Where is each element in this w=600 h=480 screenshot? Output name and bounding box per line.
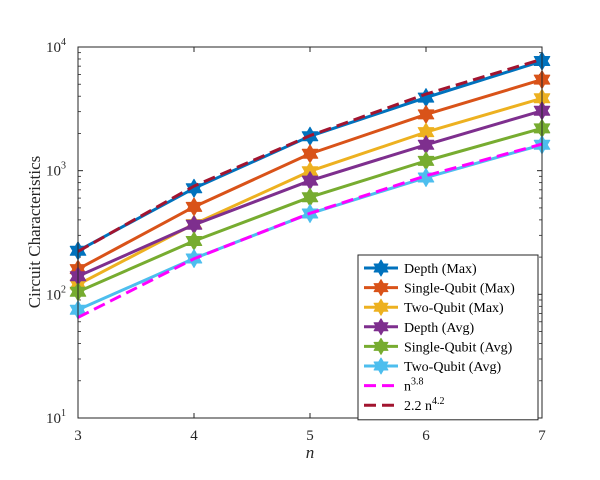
x-axis-label: n (306, 443, 315, 462)
legend-marker (373, 357, 389, 375)
legend-item: Depth (Avg) (364, 318, 474, 336)
series-layer (69, 51, 551, 320)
data-point (417, 168, 435, 188)
legend-label: n3.8 (404, 377, 424, 395)
legend-marker (373, 298, 389, 316)
legend-label: Two-Qubit (Avg) (404, 360, 501, 375)
legend-marker (373, 259, 389, 277)
series-depth-avg (69, 101, 551, 286)
legend-item: Single-Qubit (Avg) (364, 337, 513, 355)
x-tick-label: 4 (190, 428, 198, 444)
data-point (185, 215, 203, 235)
y-tick-label: 101 (46, 408, 66, 427)
legend-marker (373, 337, 389, 355)
y-tick-label: 104 (46, 37, 66, 56)
legend-label: Two-Qubit (Max) (404, 301, 504, 316)
data-point (185, 197, 203, 217)
series-line (77, 57, 543, 253)
x-tick-label: 6 (422, 428, 430, 444)
y-tick-label: 103 (46, 161, 66, 180)
legend-label: Depth (Max) (404, 262, 477, 277)
data-point (301, 171, 319, 191)
legend-label: Single-Qubit (Max) (404, 282, 515, 297)
y-tick-label: 102 (46, 284, 66, 303)
data-point (185, 231, 203, 251)
x-tick-label: 3 (74, 428, 82, 444)
x-tick-label: 7 (538, 428, 546, 444)
data-point (417, 151, 435, 171)
legend-marker (373, 318, 389, 336)
legend-marker (373, 279, 389, 297)
legend-box (357, 254, 539, 421)
legend-item: n3.8 (364, 377, 424, 395)
data-point (301, 144, 319, 164)
legend-label: Depth (Avg) (404, 321, 474, 336)
legend-label: Single-Qubit (Avg) (404, 340, 513, 355)
series-n-3-8 (77, 142, 543, 319)
legend: Depth (Max) Single-Qubit (Max) Two-Qubit (… (357, 254, 539, 421)
legend-item: Two-Qubit (Avg) (364, 357, 501, 375)
series-2-2-n-4-2 (77, 57, 543, 253)
x-tick-label: 5 (306, 428, 314, 444)
legend-label: 2.2 n4.2 (404, 396, 445, 414)
legend-item: 2.2 n4.2 (364, 396, 445, 414)
x-tick-labels: 3 4 5 6 7 (74, 428, 546, 444)
legend-item: Single-Qubit (Max) (364, 279, 515, 297)
data-point (301, 187, 319, 207)
series-line (77, 142, 543, 319)
plot-frame (77, 46, 543, 419)
legend-item: Depth (Max) (364, 259, 477, 277)
data-point (417, 104, 435, 124)
y-axis-label: Circuit Characteristics (25, 156, 44, 308)
series-single-qubit-avg (69, 118, 551, 302)
data-point (417, 135, 435, 155)
y-tick-labels: 101 102 103 104 (46, 37, 66, 427)
legend-item: Two-Qubit (Max) (364, 298, 504, 316)
